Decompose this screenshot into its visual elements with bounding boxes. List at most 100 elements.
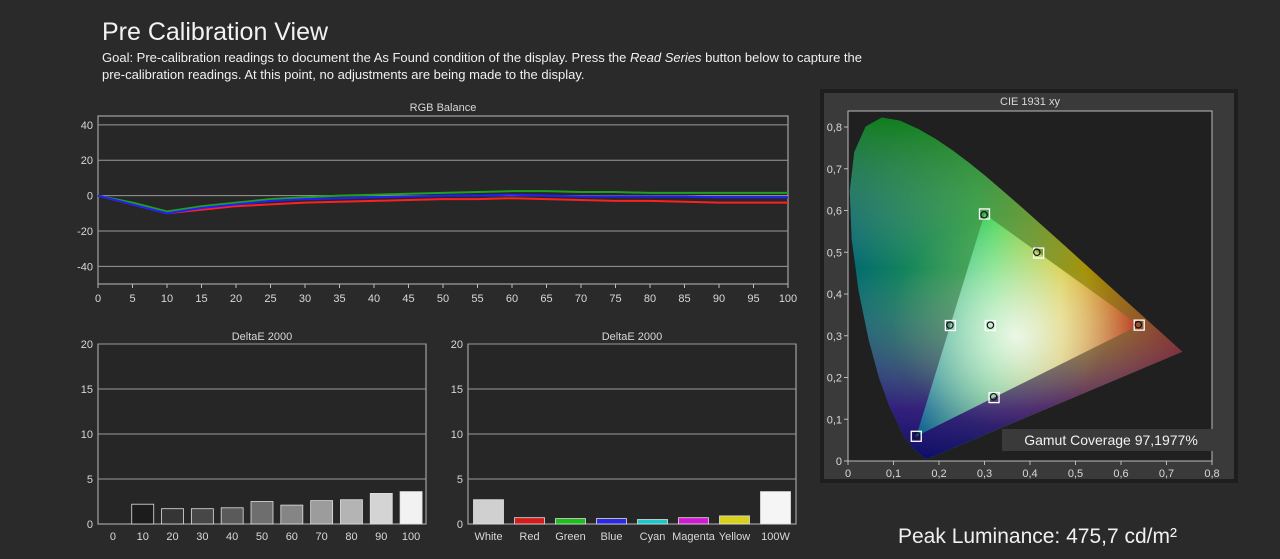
x-tick-label: 0 [845,468,851,480]
measured-white [986,321,995,329]
category-label: 90 [375,531,387,543]
y-tick-label: 20 [451,339,463,351]
x-tick-label: 50 [437,293,449,305]
x-tick-label: 60 [506,293,518,305]
series-line-2 [97,193,788,215]
category-label: Yellow [719,531,750,543]
category-label: Red [519,531,539,543]
y-tick-label: 0 [87,519,93,531]
chart-title: RGB Balance [410,102,477,114]
y-tick-label: 40 [81,120,93,132]
x-tick-label: 100 [779,293,797,305]
x-tick-label: 0,6 [1113,468,1128,480]
category-label: 20 [166,531,178,543]
x-tick-label: 0,4 [1022,468,1037,480]
x-tick-label: 0,3 [977,468,992,480]
x-tick-label: 70 [575,293,587,305]
x-tick-label: 85 [678,293,690,305]
measured-cyan [946,321,954,329]
chart-title: DeltaE 2000 [602,331,663,343]
x-tick-label: 0,5 [1068,468,1083,480]
y-tick-label: 0 [457,519,463,531]
x-tick-label: 0,7 [1159,468,1174,480]
measured-magenta [989,392,998,401]
category-label: 30 [196,531,208,543]
target-cyan [944,319,957,332]
category-label: 40 [226,531,238,543]
bar-50 [250,501,274,525]
bar-yellow [719,515,750,525]
bar-40 [220,507,244,525]
category-label: Green [555,531,586,543]
category-label: 60 [286,531,298,543]
series-line-0 [97,194,788,215]
y-tick-label: 0,8 [827,122,842,134]
y-tick-label: 0,4 [827,289,842,301]
x-tick-label: 40 [368,293,380,305]
x-tick-label: 80 [644,293,656,305]
peak-luminance: Peak Luminance: 475,7 cd/m² [898,525,1177,548]
cie-1931-chart: CIE 1931 xy 0 0,1 0,2 0,3 0,4 0,5 0,6 0,7 0,8 0,8 0… [820,89,1238,483]
bar-20 [161,508,184,525]
y-tick-label: 5 [87,474,93,486]
target-magenta [988,391,1000,404]
y-tick-label: -40 [77,261,93,273]
bar-60 [280,504,304,525]
deltae-colors-chart: DeltaE 2000 20 15 10 5 0 White Red Green Blue Cyan… [451,331,797,543]
category-label: 80 [345,531,357,543]
chart-title: DeltaE 2000 [232,331,293,343]
gamut-coverage-box [1002,429,1221,451]
gamut-triangle-glow [916,213,1140,437]
y-tick-label: -20 [77,226,93,238]
x-tick-label: 0 [95,293,101,305]
read-series-emphasis: Read Series [630,50,702,65]
category-label: 10 [137,531,149,543]
bar-magenta [678,517,709,525]
x-tick-label: 15 [195,293,207,305]
measured-red [1134,320,1143,329]
y-tick-label: 10 [451,429,463,441]
x-tick-label: 30 [299,293,311,305]
bar-80 [340,499,363,525]
x-tick-label: 95 [747,293,759,305]
target-blue [910,430,922,442]
bar-100w [760,491,791,525]
y-tick-label: 0,1 [827,414,842,426]
x-tick-label: 20 [230,293,242,305]
x-tick-label: 0,8 [1204,468,1219,480]
goal-text-prefix: Goal: Pre-calibration readings to docume… [102,50,631,65]
y-tick-label: 0 [836,456,842,468]
y-tick-label: 10 [81,429,93,441]
x-tick-label: 0,1 [886,468,901,480]
x-tick-label: 75 [609,293,621,305]
bar-cyan [637,519,668,525]
chart-title: CIE 1931 xy [1000,96,1060,108]
category-label: 100 [402,531,420,543]
x-tick-label: 35 [333,293,345,305]
x-tick-label: 55 [471,293,483,305]
page-title: Pre Calibration View [102,18,329,46]
y-tick-label: 0,3 [827,331,842,343]
measured-green [980,210,988,219]
category-label: Blue [600,531,622,543]
target-white [984,319,996,332]
category-label: 100W [761,531,790,543]
category-label: Magenta [672,531,716,543]
x-tick-label: 65 [540,293,552,305]
gamut-coverage: Gamut Coverage 97,1977% [1024,432,1198,448]
y-tick-label: 20 [81,155,93,167]
y-tick-label: 0,6 [827,206,842,218]
rgb-balance-chart: RGB Balance 40 20 0 -20 -40 0 5 10 15 20 25 30 35 40 45… [77,102,797,305]
bar-green [555,518,586,525]
x-tick-label: 0,2 [931,468,946,480]
series-line-1 [97,190,788,213]
goal-description: Goal: Pre-calibration readings to docume… [102,49,862,83]
bar-white [473,499,504,525]
goal-text-suffix: button below to capture the pre-calibrat… [102,50,863,82]
bar-100 [399,491,423,525]
bar-90 [369,492,393,525]
bar-blue [596,518,627,525]
x-tick-label: 45 [402,293,414,305]
x-tick-label: 25 [264,293,276,305]
